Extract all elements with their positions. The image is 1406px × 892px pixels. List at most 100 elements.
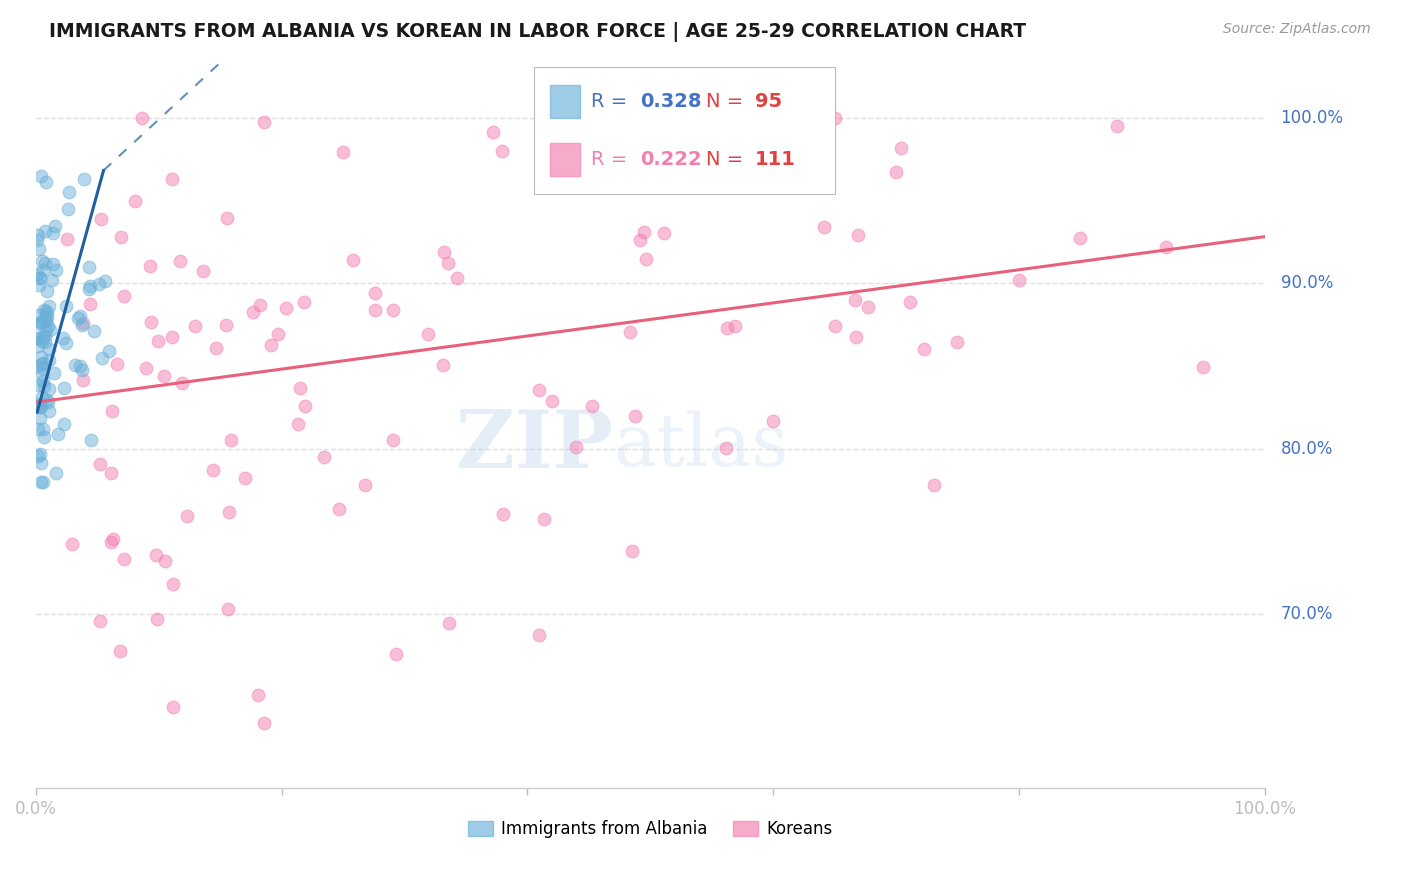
Point [628, 233, 651, 247]
Point [30, 400, 52, 414]
Point [437, 616, 460, 631]
Point [219, 433, 242, 447]
Point [100, 467, 122, 481]
Point [912, 343, 935, 357]
Point [28, 447, 51, 461]
Point [716, 321, 738, 335]
Point [28, 330, 51, 344]
Point [69, 359, 91, 373]
Point [30, 315, 52, 329]
Point [266, 327, 288, 342]
Point [162, 699, 184, 714]
Text: 111: 111 [755, 150, 796, 169]
Point [72, 316, 94, 330]
Point [846, 228, 869, 243]
Point [253, 716, 276, 731]
Point [437, 256, 460, 270]
Point [1008, 273, 1031, 287]
Point [1192, 359, 1215, 374]
Point [89, 614, 111, 628]
Bar [550, 144, 581, 176]
Text: IMMIGRANTS FROM ALBANIA VS KOREAN IN LABOR FORCE | AGE 25-29 CORRELATION CHART: IMMIGRANTS FROM ALBANIA VS KOREAN IN LAB… [49, 22, 1026, 42]
Point [856, 300, 879, 314]
Point [77, 260, 100, 275]
Point [58, 202, 80, 216]
Text: 95: 95 [755, 92, 782, 111]
Point [69, 309, 91, 323]
Point [27, 228, 49, 243]
Point [28, 271, 51, 285]
Point [845, 330, 868, 344]
Point [276, 301, 298, 315]
Point [131, 111, 153, 125]
Text: R =: R = [592, 92, 634, 111]
Point [32, 360, 55, 375]
Text: 0.328: 0.328 [641, 92, 702, 111]
Point [101, 404, 124, 418]
Point [63, 358, 86, 372]
Point [633, 225, 655, 239]
Point [30, 456, 52, 470]
Text: Source: ZipAtlas.com: Source: ZipAtlas.com [1223, 22, 1371, 37]
Point [252, 115, 274, 129]
Point [32, 475, 55, 489]
Point [73, 172, 96, 186]
Point [27, 339, 49, 353]
Text: ZIP: ZIP [457, 407, 613, 484]
Point [31, 315, 53, 329]
Point [28, 308, 51, 322]
Point [30, 475, 52, 489]
Point [328, 501, 350, 516]
Point [946, 335, 969, 350]
Point [58, 186, 80, 200]
Point [581, 399, 603, 413]
Point [169, 253, 191, 268]
Point [101, 532, 124, 546]
Point [160, 172, 183, 186]
Point [218, 505, 240, 519]
Point [233, 471, 256, 485]
Text: N =: N = [706, 92, 742, 111]
Point [384, 647, 406, 661]
Text: N =: N = [706, 150, 742, 169]
Point [124, 194, 146, 208]
Point [432, 358, 454, 372]
Point [112, 552, 135, 566]
Bar [550, 85, 581, 118]
Point [32, 356, 55, 370]
Point [66, 310, 89, 325]
Point [79, 296, 101, 310]
Point [32, 374, 55, 388]
Point [184, 319, 207, 334]
Point [342, 252, 364, 267]
Point [146, 334, 169, 349]
Point [38, 299, 60, 313]
Point [624, 409, 647, 423]
Point [446, 271, 468, 285]
Point [204, 341, 226, 355]
Point [217, 602, 239, 616]
Point [39, 323, 62, 337]
Point [31, 422, 53, 436]
Point [38, 382, 60, 396]
Point [31, 368, 53, 382]
Point [314, 450, 336, 464]
Point [90, 351, 112, 366]
Point [32, 378, 55, 392]
Point [890, 140, 912, 154]
Point [153, 554, 176, 568]
Point [32, 430, 55, 444]
Point [70, 363, 93, 377]
Point [90, 212, 112, 227]
Point [37, 284, 59, 298]
Point [34, 323, 56, 337]
Text: 100.0%: 100.0% [1281, 109, 1344, 127]
Point [139, 315, 162, 329]
Point [42, 366, 65, 380]
Point [652, 227, 675, 241]
Point [260, 338, 283, 352]
Point [1156, 239, 1178, 253]
Point [42, 257, 65, 271]
Point [294, 399, 316, 413]
Point [38, 342, 60, 356]
